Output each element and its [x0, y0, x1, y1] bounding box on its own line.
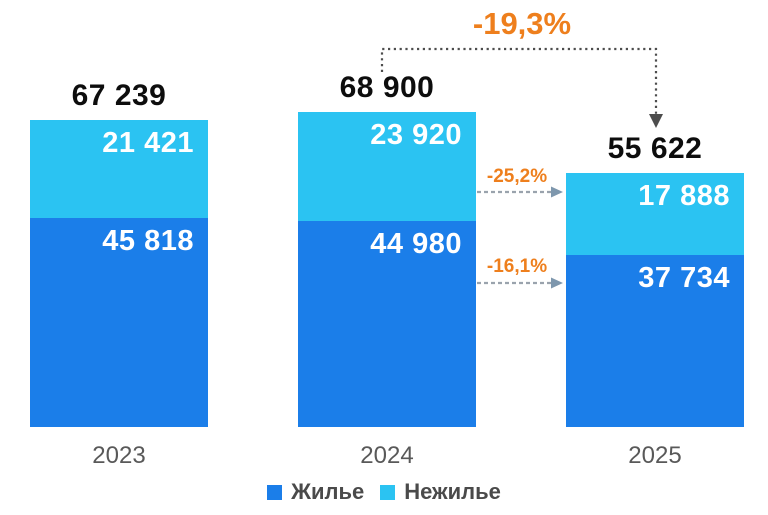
bar-segment-nonresidential-2025: 17 888	[566, 173, 744, 255]
segment-value-label: 23 920	[370, 119, 462, 151]
non-residential-change-label: -25,2%	[486, 166, 548, 187]
segment-value-label: 17 888	[638, 180, 730, 212]
axis-label-2024: 2024	[360, 442, 414, 469]
legend-swatch-nonresidential-icon	[380, 484, 396, 500]
bar-segment-nonresidential-2024: 23 920	[298, 112, 476, 221]
total-change-label: -19,3%	[472, 6, 572, 41]
residential-change-label: -16,1%	[486, 256, 548, 277]
legend-swatch-residential-icon	[267, 484, 283, 500]
arrow-right-icon	[551, 186, 563, 198]
legend: Жилье Нежилье	[0, 479, 768, 505]
legend-label-residential: Жилье	[291, 479, 365, 504]
axis-label-2025: 2025	[628, 442, 682, 469]
bar-2024: 68 900 23 920 44 980	[298, 71, 476, 427]
bar-2025: 55 622 17 888 37 734	[566, 132, 744, 427]
bar-segment-residential-2024: 44 980	[298, 221, 476, 427]
segment-value-label: 44 980	[370, 228, 462, 260]
segment-value-label: 21 421	[102, 127, 194, 159]
legend-entry-residential: Жилье	[267, 479, 364, 505]
axis-label-2023: 2023	[92, 442, 146, 469]
segment-value-label: 45 818	[102, 225, 194, 257]
arrow-right-icon	[551, 277, 563, 289]
bar-segment-residential-2025: 37 734	[566, 255, 744, 427]
legend-entry-nonresidential: Нежилье	[380, 479, 501, 505]
total-label-2024: 68 900	[339, 71, 435, 104]
bar-segment-nonresidential-2023: 21 421	[30, 120, 208, 218]
bar-2023: 67 239 21 421 45 818	[30, 79, 208, 427]
total-label-2025: 55 622	[607, 132, 703, 165]
legend-label-nonresidential: Нежилье	[404, 479, 501, 504]
segment-value-label: 37 734	[638, 262, 730, 294]
arrow-down-icon	[649, 114, 663, 128]
bar-segment-residential-2023: 45 818	[30, 218, 208, 427]
total-label-2023: 67 239	[71, 79, 167, 112]
